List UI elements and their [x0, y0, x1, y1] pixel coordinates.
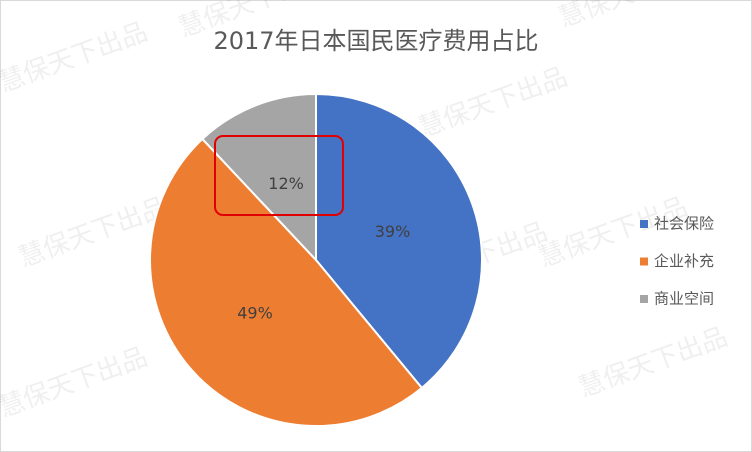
legend-label: 企业补充 [654, 252, 714, 270]
data-label: 49% [237, 303, 273, 322]
legend-swatch [640, 220, 648, 228]
highlight-box [214, 135, 344, 216]
pie: 39% 49% 12% [149, 92, 483, 427]
legend-label: 商业空间 [654, 290, 714, 308]
chart-title: 2017年日本国民医疗费用占比 [213, 27, 538, 55]
data-label: 12% [268, 174, 304, 193]
data-label: 39% [375, 222, 411, 241]
legend-swatch [640, 295, 648, 303]
pie-slice [315, 92, 483, 390]
legend-label: 社会保险 [654, 215, 714, 233]
pie-slice [149, 137, 424, 427]
legend-swatch [640, 257, 648, 266]
